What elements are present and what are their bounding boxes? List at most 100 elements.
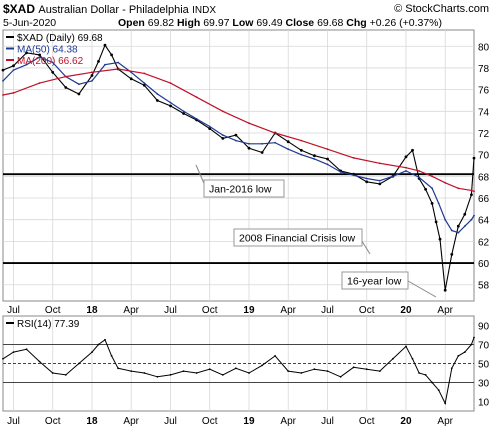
rsi-point	[195, 372, 198, 374]
price-line-point	[142, 83, 146, 87]
rsi-point	[208, 368, 211, 371]
ma50-line-point	[378, 179, 381, 182]
ma200-line-point	[221, 110, 224, 113]
price-x-tick-label: Apr	[123, 305, 139, 316]
price-line-point	[286, 140, 290, 144]
ma200-line-point	[117, 68, 119, 70]
price-line-point	[38, 53, 41, 57]
ma50-line-point	[104, 63, 106, 66]
ma50-line-point	[12, 69, 15, 71]
rsi-x-tick-label: 19	[243, 416, 255, 427]
ma50-line-point	[38, 56, 41, 58]
rsi-x-tick-label: Apr	[280, 416, 296, 427]
rsi-y-tick-label: 70	[478, 341, 490, 352]
rsi-point	[12, 351, 15, 353]
ma50-line-point	[169, 101, 172, 104]
annotation-label: 2008 Financial Crisis low	[239, 233, 356, 245]
annotation-label: Jan-2016 low	[209, 184, 272, 196]
rsi-x-tick-label: Oct	[359, 416, 375, 427]
ma50-line-point	[300, 153, 303, 156]
ma50-line-point	[326, 163, 329, 166]
price-x-tick-label: Apr	[437, 305, 453, 316]
rsi-point	[431, 381, 433, 384]
ma50-line-point	[437, 202, 440, 205]
price-line-point	[182, 112, 186, 115]
price-y-tick-label: 58	[478, 281, 490, 292]
ma50-line-point	[248, 142, 250, 145]
price-x-tick-label: 18	[86, 305, 98, 316]
ma200-line-point	[38, 82, 41, 84]
rsi-x-tick-label: Jul	[321, 416, 334, 427]
price-line-point	[404, 155, 408, 159]
rsi-point	[117, 367, 119, 370]
ma50-line-point	[457, 231, 460, 234]
ma50-line-point	[450, 229, 453, 232]
price-line-point	[326, 157, 329, 161]
rsi-point	[300, 372, 303, 374]
date: 5-Jun-2020	[3, 17, 57, 29]
ma50-line-point	[78, 83, 80, 86]
ma200-line-point	[169, 82, 172, 84]
rsi-point	[156, 375, 159, 378]
price-x-tick-label: Oct	[202, 305, 218, 316]
ma200-line-point	[300, 139, 303, 142]
price-line-point	[208, 127, 212, 130]
legend-entry: MA(200) 66.62	[17, 56, 84, 67]
watermark: © StockCharts.com	[394, 3, 489, 15]
price-line-point	[472, 156, 476, 160]
price-line-point	[169, 104, 172, 108]
legend-entry: $XAD (Daily) 69.68	[17, 33, 103, 44]
rsi-point	[97, 343, 100, 346]
ma200-line-point	[64, 75, 67, 78]
price-line-point	[434, 220, 438, 224]
price-y-tick-label: 66	[478, 194, 490, 205]
ma50-line-point	[431, 187, 433, 190]
rsi-point	[365, 368, 368, 371]
price-x-tick-label: Oct	[45, 305, 61, 316]
rsi-point	[78, 362, 80, 365]
price-line-point	[25, 51, 28, 55]
rsi-point	[450, 367, 453, 370]
price-x-tick-label: Jul	[164, 305, 177, 316]
ma50-line-point	[208, 125, 211, 128]
high-value: 69.97	[203, 17, 230, 29]
rsi-point	[392, 357, 394, 360]
price-line-point	[313, 154, 316, 158]
rsi-legend-entry: RSI(14) 77.39	[17, 319, 80, 330]
price-x-tick-label: Jul	[7, 305, 20, 316]
ma50-line-point	[313, 158, 316, 160]
chg-value: +0.26 (+0.37%)	[369, 17, 442, 29]
price-y-tick-label: 74	[478, 107, 490, 118]
rsi-x-tick-label: Oct	[45, 416, 61, 427]
rsi-point	[25, 348, 28, 351]
ma200-line-point	[418, 170, 420, 172]
price-y-tick-label: 62	[478, 237, 490, 248]
ma200-line-point	[274, 132, 276, 134]
price-x-tick-label: Oct	[359, 305, 375, 316]
rsi-point	[326, 370, 329, 372]
price-y-tick-label: 80	[478, 42, 490, 53]
rsi-point	[182, 370, 185, 372]
rsi-point	[313, 368, 316, 371]
ma50-line-point	[221, 134, 224, 137]
price-x-tick-label: Apr	[280, 305, 296, 316]
symbol-title: $XAD Australian Dollar - Philadelphia IN…	[3, 2, 216, 16]
rsi-x-tick-label: 18	[86, 416, 98, 427]
price-panel-frame	[2, 29, 475, 302]
ma50-line-point	[473, 214, 475, 217]
rsi-point	[274, 355, 276, 357]
ma200-line-point	[431, 175, 433, 178]
rsi-point	[437, 389, 440, 391]
ma50-line-point	[470, 218, 473, 221]
ma200-line-point	[248, 122, 250, 125]
annotation-box	[233, 228, 363, 247]
ma200-line-point	[352, 157, 355, 159]
ma50-line-point	[444, 218, 447, 221]
rsi-point	[169, 374, 172, 376]
rsi-point	[339, 375, 342, 378]
price-line-point	[470, 193, 473, 197]
price-line-point	[260, 151, 264, 154]
price-line-point	[411, 148, 414, 152]
ma50-line-point	[287, 148, 290, 151]
